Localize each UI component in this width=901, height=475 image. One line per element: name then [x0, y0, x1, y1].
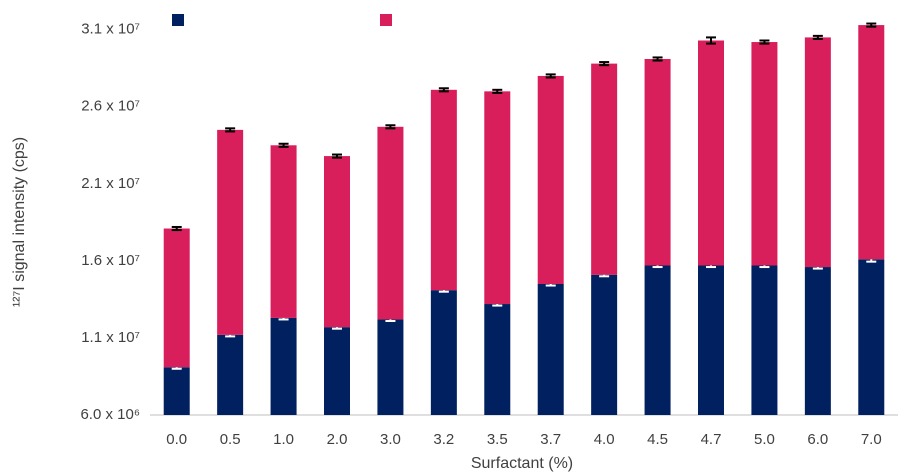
x-tick-label: 3.7	[540, 431, 561, 448]
bar-segment	[324, 156, 350, 328]
bar-segment	[644, 58, 671, 266]
x-tick-label: 6.0	[807, 431, 828, 448]
bar-segment	[430, 290, 457, 415]
bar-segment	[858, 25, 885, 260]
bar-segment	[217, 334, 244, 415]
x-tick-label: 3.5	[487, 431, 508, 448]
error-bar	[332, 153, 342, 159]
bar-segment	[537, 75, 564, 284]
bar-segment	[751, 42, 778, 266]
x-tick-label: 2.0	[327, 431, 348, 448]
bar-segment	[804, 267, 831, 415]
x-tick-label: 3.2	[433, 431, 454, 448]
bar-segment	[537, 284, 564, 415]
x-tick-label: 4.0	[594, 431, 615, 448]
bar-segment	[591, 274, 618, 415]
y-tick-label: 1.6 x 10⁷	[81, 252, 140, 269]
bar-segment	[430, 89, 457, 291]
y-tick-label: 6.0 x 10⁶	[80, 406, 140, 423]
x-tick-label: 4.7	[701, 431, 722, 448]
error-bar	[706, 36, 716, 45]
error-bar	[225, 127, 236, 133]
error-bar	[385, 124, 396, 130]
bar-segment	[484, 304, 511, 415]
bar-segment	[591, 63, 618, 275]
bar-segment	[858, 259, 885, 415]
bar-segment	[698, 265, 724, 415]
y-tick-label: 1.1 x 10⁷	[81, 329, 140, 346]
bar-segment	[484, 91, 511, 305]
x-tick-label: 1.0	[273, 431, 294, 448]
y-axis-title: ¹²⁷I signal intensity (cps)	[11, 137, 28, 307]
bar-segment	[377, 126, 404, 320]
x-tick-label: 7.0	[861, 431, 882, 448]
bar-segment	[804, 37, 831, 268]
error-bar	[652, 56, 663, 62]
x-tick-label: 0.5	[220, 431, 241, 448]
x-tick-label: 5.0	[754, 431, 775, 448]
y-tick-label: 2.1 x 10⁷	[81, 175, 140, 192]
legend-swatch	[172, 14, 184, 26]
bar-segment	[751, 265, 778, 415]
x-tick-label: 3.0	[380, 431, 401, 448]
error-bar	[171, 225, 182, 232]
y-tick-label: 3.1 x 10⁷	[81, 21, 140, 38]
bar-segment	[163, 367, 190, 415]
y-tick-label: 2.6 x 10⁷	[81, 98, 140, 115]
x-axis-title: Surfactant (%)	[471, 455, 573, 472]
legend-swatch	[380, 14, 392, 26]
x-tick-label: 4.5	[647, 431, 668, 448]
bar-segment	[377, 319, 404, 415]
bar-segment	[644, 265, 671, 415]
bar-segment	[270, 145, 297, 318]
error-bar	[438, 87, 449, 93]
bar-segment	[270, 317, 297, 415]
bar-segment	[698, 40, 724, 266]
x-tick-label: 0.0	[166, 431, 187, 448]
error-bar	[278, 142, 289, 148]
error-bar	[599, 61, 610, 67]
error-bar	[759, 39, 770, 45]
bar-segment	[217, 129, 244, 335]
error-bar	[866, 22, 877, 28]
bar-segment	[163, 228, 190, 368]
error-bar	[492, 88, 503, 94]
error-bar	[812, 34, 823, 40]
bar-segment	[324, 327, 350, 415]
error-bar	[545, 73, 556, 79]
